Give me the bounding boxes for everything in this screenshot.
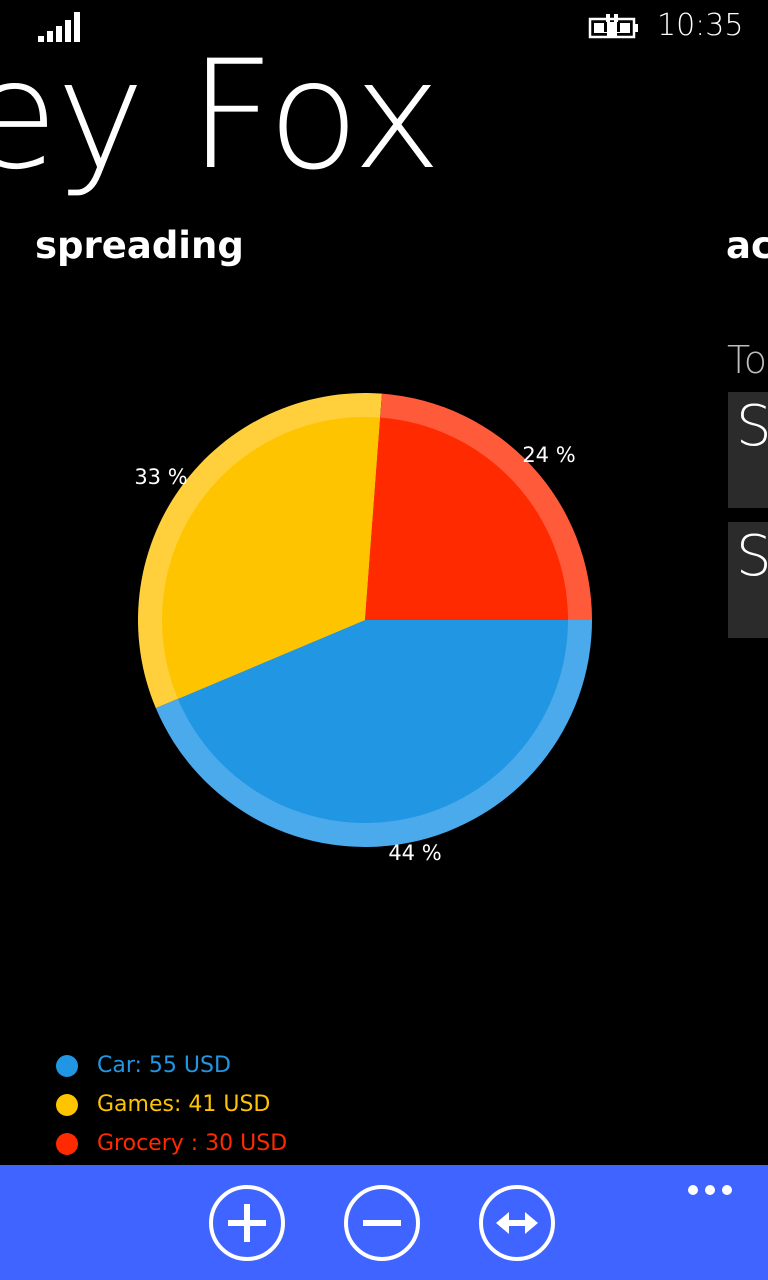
resize-horizontal-icon (496, 1212, 538, 1234)
pie-percent-label-car: 44 % (388, 841, 441, 865)
legend-item-grocery: Grocery : 30 USD (56, 1124, 287, 1163)
remove-button[interactable] (344, 1185, 420, 1261)
pie-slice-car[interactable] (177, 620, 569, 823)
peek-card-text: Sa (736, 394, 768, 459)
status-bar: 10:35 (0, 0, 768, 56)
chart-legend: Car: 55 USD Games: 41 USD Grocery : 30 U… (56, 1046, 287, 1163)
legend-dot-games (56, 1093, 78, 1116)
legend-label-car: Car: 55 USD (97, 1053, 231, 1078)
add-icon (228, 1204, 266, 1242)
legend-label-grocery: Grocery : 30 USD (97, 1131, 288, 1156)
legend-item-car: Car: 55 USD (56, 1046, 287, 1085)
pie-slice-grocery[interactable] (365, 417, 568, 620)
pie-slice-games[interactable] (162, 417, 381, 699)
pie-chart: 44 % 33 % 24 % (134, 393, 593, 865)
battery-charging-icon (588, 14, 638, 39)
remove-icon (363, 1220, 401, 1226)
pie-percent-label-games: 33 % (134, 465, 187, 489)
signal-strength-icon (38, 12, 80, 42)
peek-card-text: Sa (736, 524, 768, 589)
status-time: 10:35 (657, 8, 744, 43)
legend-item-games: Games: 41 USD (56, 1085, 287, 1124)
peek-section-label: To (727, 338, 768, 382)
app-bar (0, 1165, 768, 1280)
legend-label-games: Games: 41 USD (97, 1092, 271, 1117)
pivot-header-next[interactable]: acc (726, 224, 768, 267)
peek-card[interactable]: Sa (728, 392, 768, 508)
add-button[interactable] (209, 1185, 285, 1261)
pie-percent-label-grocery: 24 % (522, 443, 575, 467)
resize-horizontal-button[interactable] (479, 1185, 555, 1261)
more-ellipsis-icon[interactable] (686, 1183, 734, 1197)
app-title: ey Fox (0, 29, 442, 203)
legend-dot-car (56, 1054, 78, 1077)
legend-dot-grocery (56, 1132, 78, 1155)
pivot-header-current[interactable]: spreading (35, 224, 244, 267)
peek-card[interactable]: Sa (728, 522, 768, 638)
